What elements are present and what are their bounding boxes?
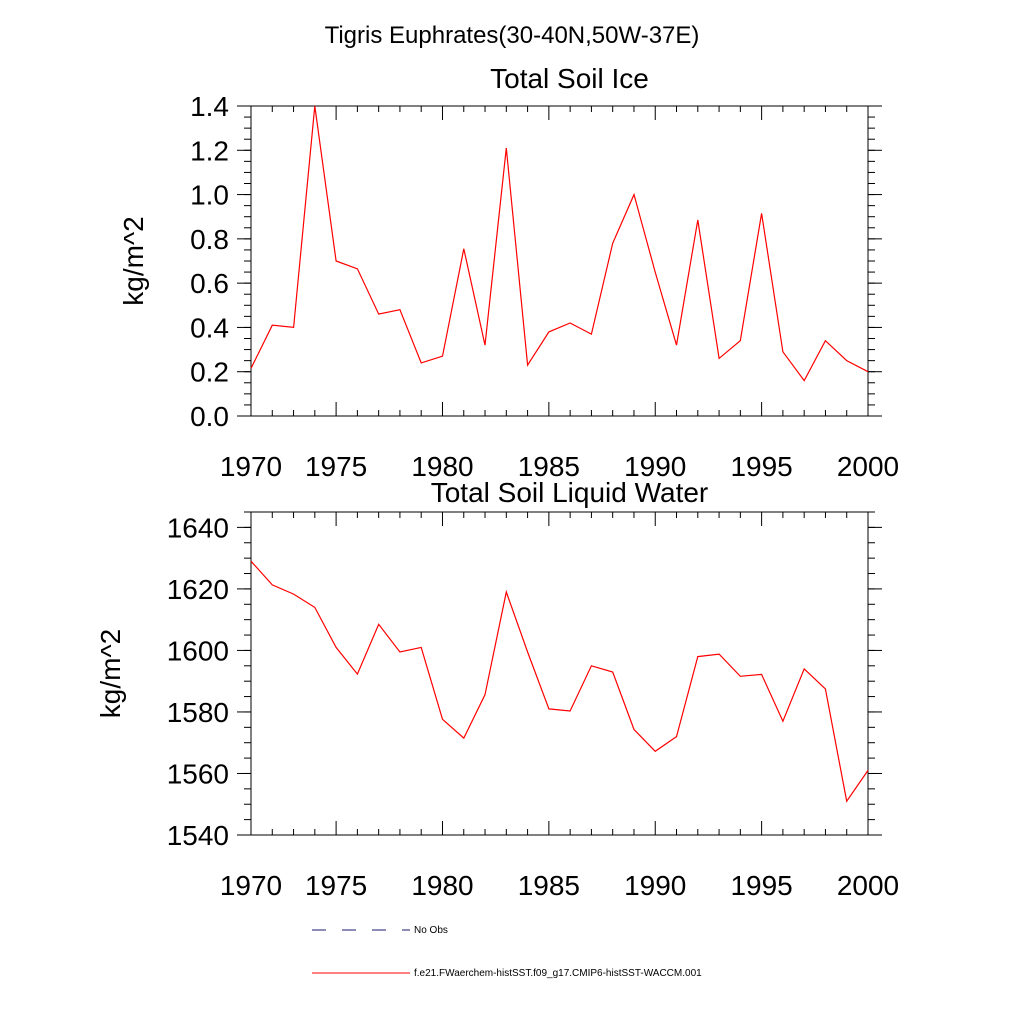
legend-label-no-obs: No Obs xyxy=(414,925,448,936)
series-line xyxy=(250,560,869,803)
x-tick-label: 1970 xyxy=(220,451,282,482)
x-tick-label: 1980 xyxy=(411,870,473,901)
x-tick-label: 1975 xyxy=(305,451,367,482)
figure-title: Tigris Euphrates(30-40N,50W-37E) xyxy=(325,22,700,49)
legend-item-model-run: f.e21.FWaerchem-histSST.f09_g17.CMIP6-hi… xyxy=(312,968,702,979)
y-axis-label: kg/m^2 xyxy=(118,216,149,305)
y-tick-label: 0.6 xyxy=(190,268,229,299)
y-tick-label: 1640 xyxy=(167,512,229,543)
y-tick-label: 1.0 xyxy=(190,180,229,211)
series-line xyxy=(250,105,869,382)
legend-label-model-run: f.e21.FWaerchem-histSST.f09_g17.CMIP6-hi… xyxy=(414,968,702,979)
legend-item-no-obs: No Obs xyxy=(312,925,448,936)
x-tick-label: 2000 xyxy=(837,870,899,901)
x-tick-label: 1980 xyxy=(411,451,473,482)
x-tick-label: 1985 xyxy=(518,870,580,901)
x-tick-label: 2000 xyxy=(837,451,899,482)
x-tick-label: 1995 xyxy=(730,870,792,901)
y-tick-label: 1540 xyxy=(167,820,229,851)
y-axis-label: kg/m^2 xyxy=(95,629,126,718)
y-tick-label: 0.8 xyxy=(190,224,229,255)
panel-total-soil-liquid-water: Total Soil Liquid Water kg/m^2 1970 1975 198… xyxy=(95,477,899,901)
legend: No Obs f.e21.FWaerchem-histSST.f09_g17.C… xyxy=(312,925,702,979)
y-tick-label: 1560 xyxy=(167,758,229,789)
x-tick-label: 1995 xyxy=(730,451,792,482)
panel-total-soil-ice: Total Soil Ice kg/m^2 1970 1975 1980 1985 1990… xyxy=(118,63,899,482)
chart-title: Total Soil Liquid Water xyxy=(431,477,709,508)
x-tick-label: 1985 xyxy=(518,451,580,482)
y-tick-label: 1.4 xyxy=(190,91,229,122)
x-tick-label: 1970 xyxy=(220,870,282,901)
plot-frame xyxy=(250,105,869,417)
x-tick-label: 1990 xyxy=(624,451,686,482)
y-tick-label: 1620 xyxy=(167,574,229,605)
y-tick-label: 0.2 xyxy=(190,357,229,388)
y-tick-label: 0.0 xyxy=(190,401,229,432)
x-tick-label: 1990 xyxy=(624,870,686,901)
chart-title: Total Soil Ice xyxy=(490,63,649,94)
x-tick-label: 1975 xyxy=(305,870,367,901)
y-tick-label: 0.4 xyxy=(190,312,229,343)
plot-frame xyxy=(250,511,869,836)
y-tick-label: 1600 xyxy=(167,635,229,666)
y-tick-label: 1.2 xyxy=(190,135,229,166)
y-tick-label: 1580 xyxy=(167,697,229,728)
